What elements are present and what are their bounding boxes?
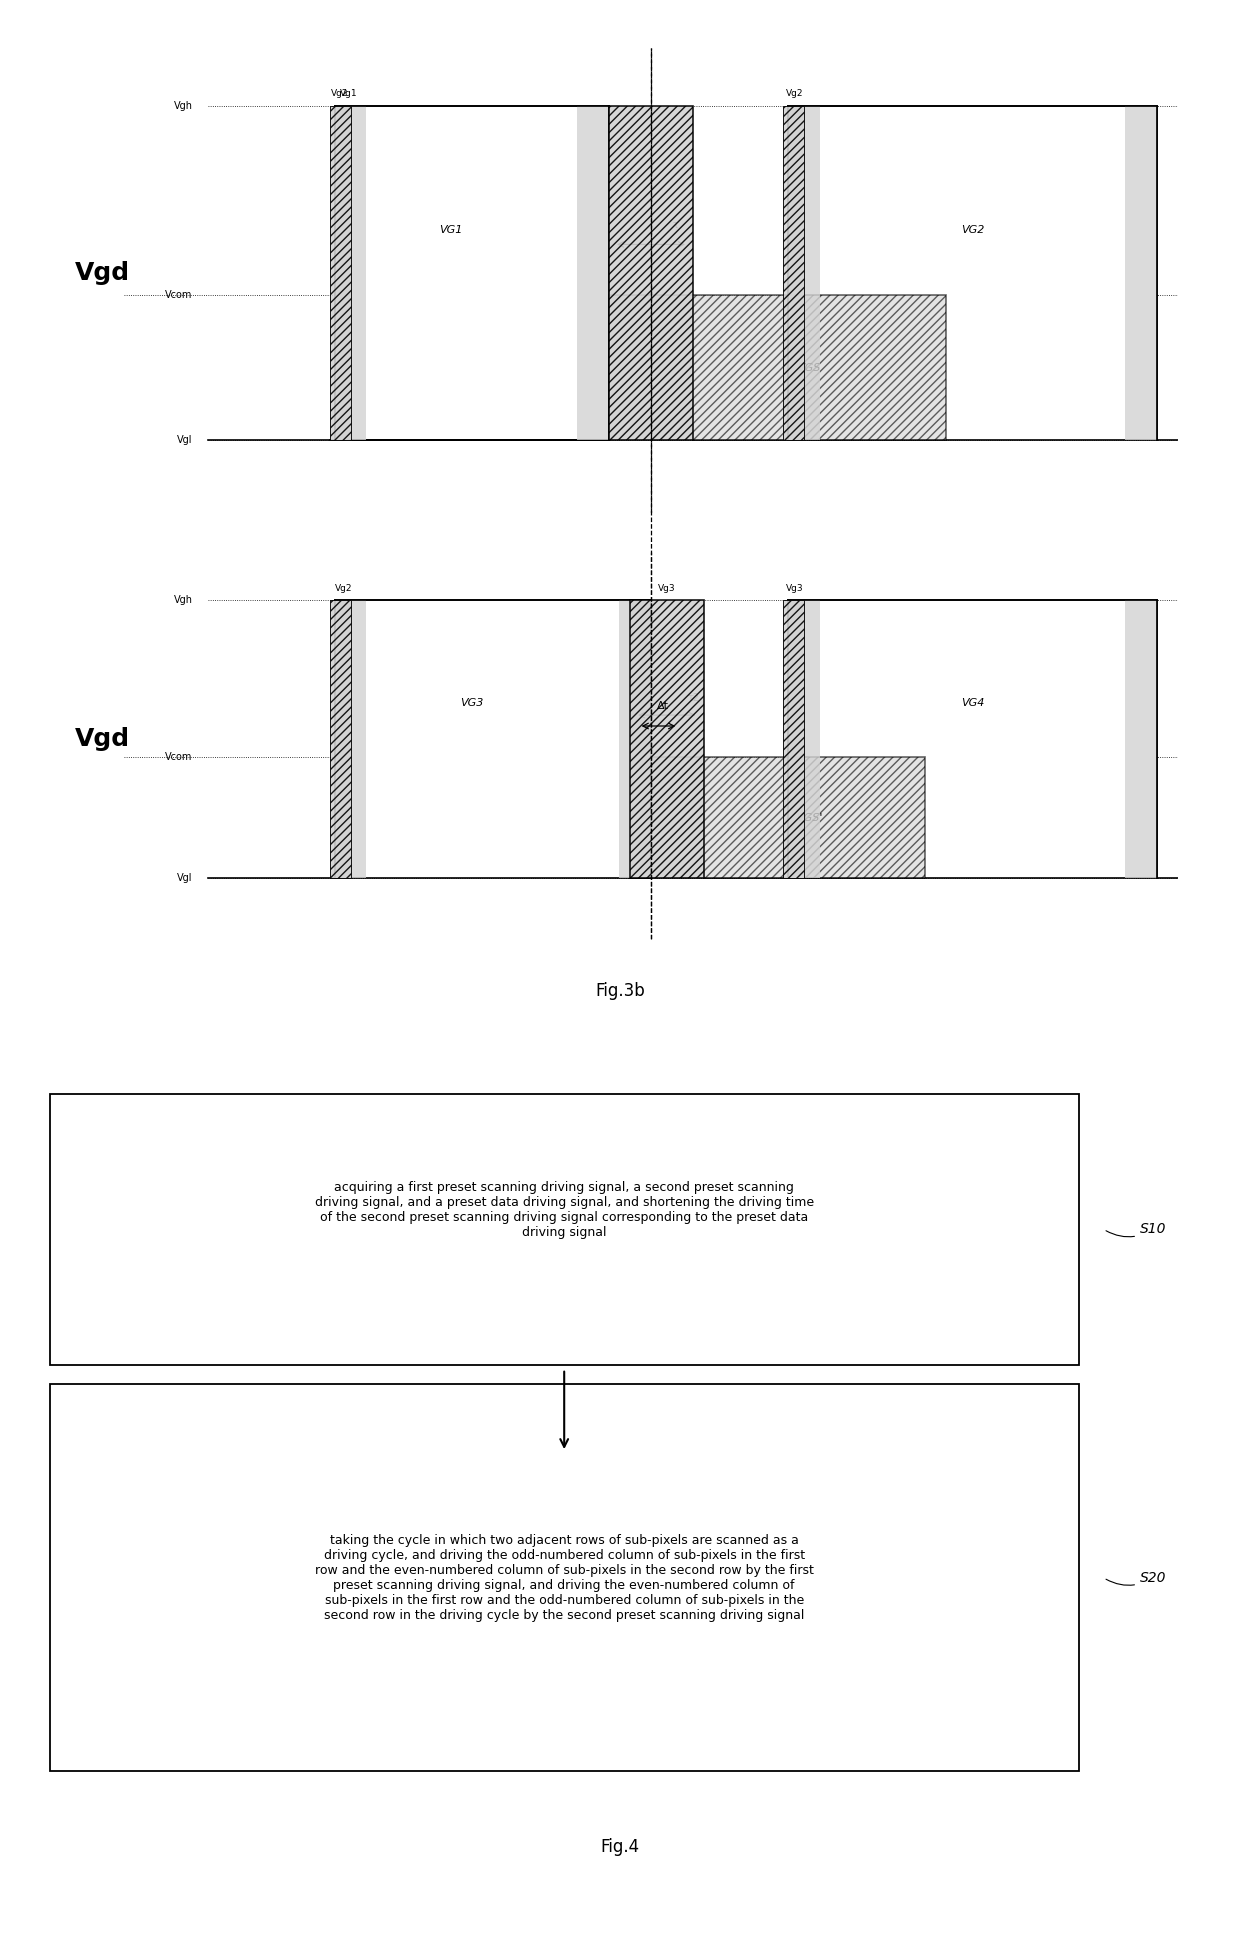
Bar	[330, 106, 351, 441]
Bar	[578, 106, 609, 441]
Text: Δt: Δt	[657, 701, 670, 711]
Text: Vg2: Vg2	[335, 585, 352, 592]
Text: Vgl: Vgl	[177, 873, 192, 883]
Text: VG2: VG2	[961, 225, 985, 234]
Bar	[335, 600, 651, 879]
Text: VG4: VG4	[961, 699, 985, 709]
Text: τ2: τ2	[688, 693, 701, 703]
Text: Vg3: Vg3	[786, 585, 804, 592]
Text: VGS: VGS	[797, 362, 821, 374]
Text: S20: S20	[1106, 1570, 1167, 1586]
Bar	[335, 600, 367, 879]
Text: S10: S10	[1106, 1222, 1167, 1237]
Text: Vg3: Vg3	[658, 585, 676, 592]
Bar	[789, 106, 1157, 441]
Text: acquiring a first preset scanning driving signal, a second preset scanning
drivi: acquiring a first preset scanning drivin…	[315, 1181, 813, 1239]
Bar	[609, 106, 693, 441]
Polygon shape	[50, 1094, 1079, 1365]
Text: taking the cycle in which two adjacent rows of sub-pixels are scanned as a
drivi: taking the cycle in which two adjacent r…	[315, 1533, 813, 1622]
Text: τ: τ	[672, 221, 678, 230]
Text: Fig.4: Fig.4	[600, 1837, 640, 1857]
Bar	[789, 106, 820, 441]
Text: VG3: VG3	[460, 699, 484, 709]
Bar	[1126, 600, 1157, 879]
Bar	[630, 600, 704, 879]
Bar	[335, 106, 367, 441]
Text: Vg1: Vg1	[340, 89, 357, 97]
Text: Vgd: Vgd	[76, 728, 130, 751]
Text: Fig.3b: Fig.3b	[595, 982, 645, 1001]
Bar	[651, 757, 925, 879]
Bar	[782, 106, 804, 441]
Bar	[620, 600, 651, 879]
Text: VGS': VGS'	[796, 813, 822, 823]
Text: Vcom: Vcom	[165, 753, 192, 763]
Text: Vgh: Vgh	[174, 101, 192, 112]
Text: VG1: VG1	[439, 225, 463, 234]
Text: Vcom: Vcom	[165, 290, 192, 300]
Text: Vgl: Vgl	[177, 436, 192, 445]
Text: Vg2: Vg2	[331, 89, 348, 97]
Bar	[609, 294, 946, 441]
Bar	[330, 600, 351, 879]
Text: Vg2: Vg2	[786, 89, 804, 97]
Bar	[335, 106, 609, 441]
Text: Vgh: Vgh	[174, 594, 192, 606]
Bar	[1126, 106, 1157, 441]
Bar	[789, 600, 1157, 879]
Polygon shape	[50, 1384, 1079, 1771]
Text: Vgd: Vgd	[76, 261, 130, 285]
Bar	[789, 600, 820, 879]
Bar	[782, 600, 804, 879]
